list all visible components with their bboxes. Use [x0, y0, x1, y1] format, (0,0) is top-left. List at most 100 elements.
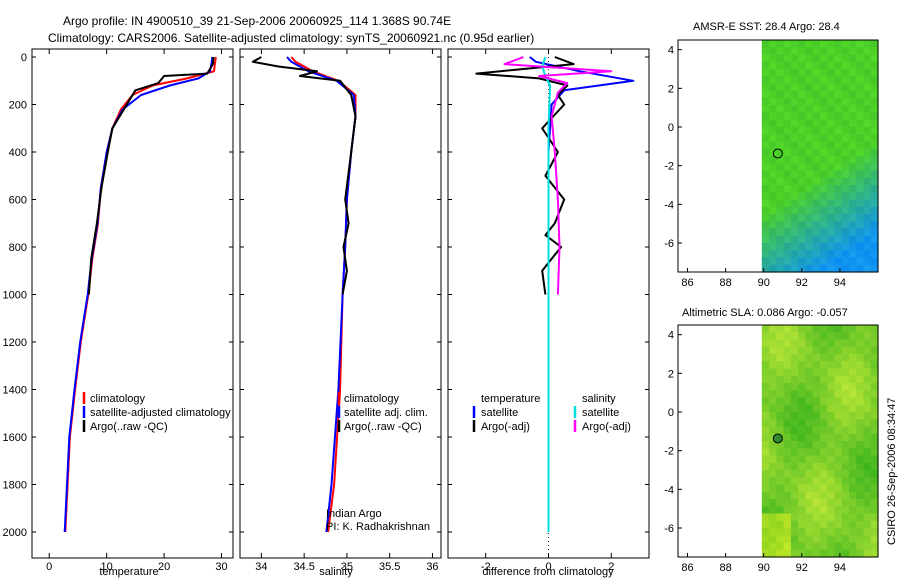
- map-cell: [812, 119, 821, 128]
- map-cell: [870, 243, 879, 251]
- map-cell: [776, 214, 785, 222]
- map-cell: [841, 192, 850, 201]
- map-cell: [856, 491, 865, 500]
- x-tick-label: 36: [426, 561, 438, 573]
- map-cell: [841, 76, 850, 85]
- map-cell: [841, 426, 850, 435]
- map-cell: [819, 448, 828, 457]
- map-cell: [849, 397, 857, 406]
- map-cell: [827, 361, 836, 370]
- map-cell: [776, 528, 785, 536]
- map-cell: [863, 354, 872, 362]
- map-cell: [870, 404, 879, 413]
- map-cell: [769, 119, 777, 128]
- map-cell: [783, 69, 792, 77]
- map-cell: [798, 346, 806, 355]
- map-cell: [798, 221, 806, 230]
- map-cell: [870, 83, 879, 92]
- map-cell: [776, 404, 785, 413]
- map-cell: [798, 491, 806, 500]
- map-cell: [761, 141, 770, 150]
- map-cell: [769, 112, 777, 121]
- map-cell: [819, 470, 828, 478]
- map-cell: [834, 40, 843, 48]
- map-cell: [849, 477, 857, 486]
- map-cell: [827, 383, 836, 391]
- map-cell: [834, 98, 843, 106]
- map-cell: [812, 332, 821, 341]
- difference-xlabel: difference from climatology: [482, 566, 614, 578]
- depth-tick-label: 0: [21, 52, 27, 64]
- map-cell: [834, 54, 843, 63]
- map-cell: [790, 325, 799, 333]
- map-cell: [798, 528, 806, 536]
- depth-tick-label: 800: [9, 242, 27, 254]
- map-cell: [856, 549, 865, 558]
- map-cell: [769, 390, 777, 399]
- map-cell: [849, 361, 857, 370]
- map-cell: [805, 199, 814, 208]
- map-cell: [841, 228, 850, 237]
- map-cell: [776, 361, 785, 370]
- map-cell: [827, 549, 836, 558]
- series-line-argo-raw-qc-: [251, 56, 357, 295]
- map-cell: [812, 61, 821, 70]
- map-cell: [863, 206, 872, 215]
- map-cell: [783, 462, 792, 471]
- map-x-tick-label: 92: [796, 562, 808, 574]
- map-cell: [834, 419, 843, 428]
- map-cell: [769, 264, 777, 273]
- map-cell: [805, 383, 814, 391]
- map-cell: [761, 54, 770, 63]
- map-cell: [812, 397, 821, 406]
- map-cell: [776, 148, 785, 157]
- map-cell: [769, 419, 777, 428]
- map-cell: [841, 404, 850, 413]
- map-cell: [776, 177, 785, 186]
- map-cell: [769, 141, 777, 150]
- map-cell: [856, 177, 865, 186]
- map-cell: [870, 119, 879, 128]
- map-cell: [819, 61, 828, 70]
- map-cell: [863, 40, 872, 48]
- map-cell: [783, 506, 792, 515]
- map-cell: [790, 83, 799, 92]
- map-cell: [849, 491, 857, 500]
- map-cell: [798, 499, 806, 507]
- map-cell: [790, 455, 799, 464]
- map-cell: [856, 141, 865, 150]
- map-cell: [812, 339, 821, 348]
- map-cell: [827, 61, 836, 70]
- map-cell: [834, 76, 843, 85]
- map-cell: [783, 40, 792, 48]
- map-cell: [783, 199, 792, 208]
- map-cell: [798, 455, 806, 464]
- map-cell: [849, 499, 857, 507]
- map-cell: [827, 214, 836, 222]
- map-cell: [812, 404, 821, 413]
- map-cell: [827, 354, 836, 362]
- map-cell: [805, 375, 814, 384]
- map-cell: [790, 54, 799, 63]
- map-cell: [761, 470, 770, 478]
- map-cell: [856, 163, 865, 172]
- map-cell: [805, 412, 814, 420]
- map-cell: [841, 127, 850, 135]
- map-cell: [805, 250, 814, 259]
- map-cell: [819, 40, 828, 48]
- map-cell: [783, 177, 792, 186]
- map-cell: [790, 47, 799, 56]
- map-cell: [761, 76, 770, 85]
- map-cell: [863, 339, 872, 348]
- series-line-satellite-adjusted-climatology: [63, 56, 214, 533]
- map-cell: [827, 83, 836, 92]
- map-cell: [856, 192, 865, 201]
- map-cell: [783, 105, 792, 114]
- map-cell: [761, 491, 770, 500]
- map-cell: [849, 141, 857, 150]
- map-cell: [863, 484, 872, 493]
- map-cell: [798, 206, 806, 215]
- map-cell: [827, 491, 836, 500]
- map-cell: [776, 47, 785, 56]
- map-cell: [819, 141, 828, 150]
